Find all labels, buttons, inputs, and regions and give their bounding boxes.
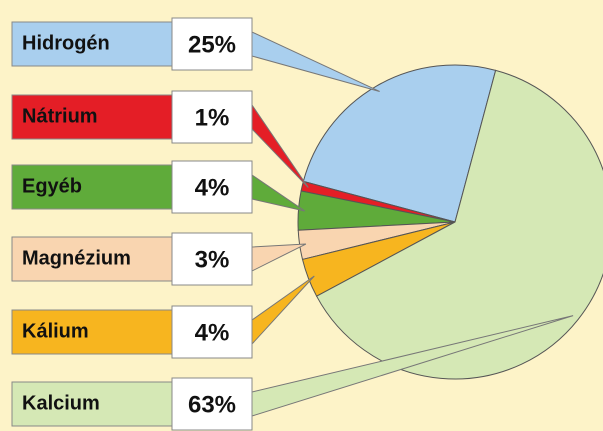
label-box <box>11 309 173 355</box>
label-box <box>11 164 173 210</box>
value-label: 4% <box>195 319 230 346</box>
legend-label: Egyéb <box>22 175 82 197</box>
value-label: 1% <box>195 104 230 131</box>
pie-slice <box>315 69 603 380</box>
legend-label: Kalcium <box>22 392 100 414</box>
value-box <box>171 305 253 359</box>
legend-label: Kálium <box>22 320 89 342</box>
legend-label: Magnézium <box>22 247 131 269</box>
value-box <box>171 17 253 71</box>
label-box <box>11 94 173 140</box>
label-box <box>11 381 173 427</box>
label-box <box>11 236 173 282</box>
legend-label: Nátrium <box>22 105 98 127</box>
value-label: 25% <box>188 31 236 58</box>
value-label: 4% <box>195 174 230 201</box>
value-label: 63% <box>188 391 236 418</box>
value-box <box>171 232 253 286</box>
value-label: 3% <box>195 246 230 273</box>
legend-label: Hidrogén <box>22 32 110 54</box>
value-box <box>171 90 253 144</box>
value-box <box>171 160 253 214</box>
pie-slice <box>302 64 497 223</box>
value-box <box>171 377 253 431</box>
